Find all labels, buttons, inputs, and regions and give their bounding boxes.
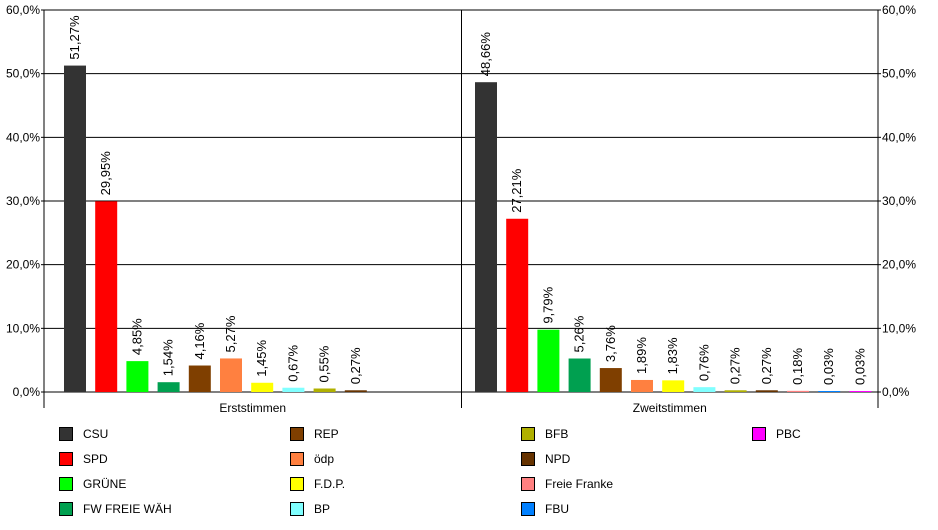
data-label: 0,18% bbox=[790, 348, 805, 385]
data-label: 0,03% bbox=[852, 348, 867, 385]
bar bbox=[693, 387, 716, 392]
data-label: 0,03% bbox=[821, 348, 836, 385]
bar bbox=[755, 390, 778, 392]
data-label: 0,76% bbox=[696, 344, 711, 381]
category-label: Erststimmen bbox=[219, 401, 286, 415]
data-label: 9,79% bbox=[540, 286, 555, 323]
data-label: 1,83% bbox=[665, 337, 680, 374]
data-label: 29,95% bbox=[98, 151, 113, 196]
data-label: 1,54% bbox=[161, 339, 176, 376]
y-tick-label-left: 0,0% bbox=[13, 385, 41, 399]
bar bbox=[251, 382, 274, 392]
data-label: 0,27% bbox=[728, 347, 743, 384]
y-tick-label-right: 30,0% bbox=[882, 194, 916, 208]
data-label: 48,66% bbox=[478, 32, 493, 77]
bar bbox=[818, 391, 841, 392]
bar bbox=[157, 382, 180, 392]
bar bbox=[282, 387, 305, 392]
data-label: 4,85% bbox=[129, 318, 144, 355]
y-tick-label-right: 60,0% bbox=[882, 3, 916, 17]
y-tick-label-left: 60,0% bbox=[6, 3, 40, 17]
bar bbox=[849, 391, 872, 392]
y-tick-label-left: 50,0% bbox=[6, 67, 40, 81]
y-tick-label-right: 50,0% bbox=[882, 67, 916, 81]
bar bbox=[313, 388, 336, 392]
y-tick-label-right: 20,0% bbox=[882, 258, 916, 272]
y-tick-label-left: 20,0% bbox=[6, 258, 40, 272]
bar bbox=[64, 65, 86, 393]
data-label: 5,27% bbox=[223, 315, 238, 352]
data-label: 51,27% bbox=[67, 15, 82, 60]
y-tick-label-left: 30,0% bbox=[6, 194, 40, 208]
y-tick-label-left: 10,0% bbox=[6, 321, 40, 335]
bar bbox=[568, 358, 591, 392]
data-label: 27,21% bbox=[509, 168, 524, 213]
category-label: Zweitstimmen bbox=[633, 401, 707, 415]
data-label: 1,89% bbox=[634, 337, 649, 374]
data-label: 0,67% bbox=[285, 344, 300, 381]
bar bbox=[475, 82, 497, 392]
bar bbox=[506, 218, 529, 392]
data-label: 0,55% bbox=[317, 345, 332, 382]
y-tick-label-left: 40,0% bbox=[6, 130, 40, 144]
bar bbox=[631, 379, 653, 392]
data-label: 5,26% bbox=[572, 315, 587, 352]
data-label: 1,45% bbox=[254, 339, 269, 376]
bar bbox=[95, 201, 118, 392]
data-label: 3,76% bbox=[603, 325, 618, 362]
data-label: 4,16% bbox=[192, 322, 207, 359]
bar bbox=[724, 390, 747, 392]
bar bbox=[662, 380, 685, 392]
y-tick-label-right: 0,0% bbox=[882, 385, 910, 399]
bar bbox=[344, 390, 367, 392]
bar bbox=[599, 368, 622, 392]
y-tick-label-right: 10,0% bbox=[882, 321, 916, 335]
bar bbox=[188, 365, 211, 392]
bar bbox=[126, 361, 149, 392]
bar bbox=[537, 329, 560, 392]
data-label: 0,27% bbox=[348, 347, 363, 384]
bar bbox=[787, 390, 809, 392]
data-label: 0,27% bbox=[759, 347, 774, 384]
bar bbox=[220, 358, 242, 392]
y-tick-label-right: 40,0% bbox=[882, 130, 916, 144]
